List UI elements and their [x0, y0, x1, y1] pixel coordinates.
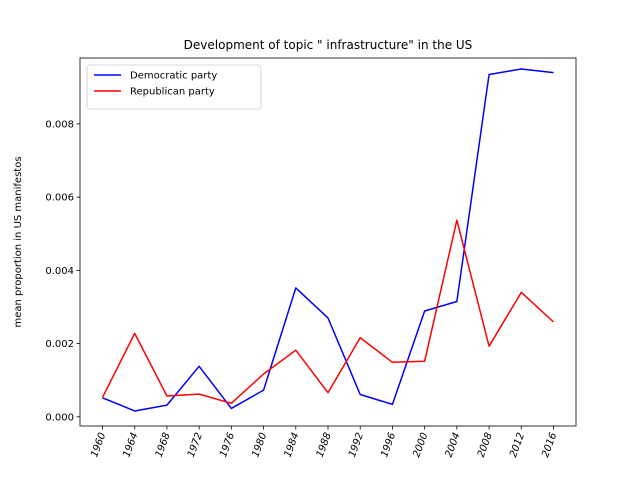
x-tick-label: 1960	[89, 431, 108, 459]
x-tick-label: 1976	[218, 431, 237, 459]
x-axis: 1960 1964 1968 1972 1976 1980 1984 1988 1992 1996…	[89, 426, 559, 459]
x-tick-label: 1968	[154, 431, 173, 459]
y-tick-label: 0.006	[45, 193, 74, 204]
x-tick-label: 2012	[508, 431, 527, 459]
legend-label-1: Republican party	[130, 87, 215, 98]
x-tick-label: 2004	[444, 431, 463, 459]
x-tick-label: 1996	[379, 431, 398, 459]
x-tick-label: 1992	[347, 431, 366, 459]
y-tick-label: 0.008	[45, 119, 74, 130]
x-tick-label: 2000	[411, 431, 430, 459]
x-tick-label: 1984	[283, 431, 302, 459]
x-tick-label: 1988	[315, 431, 334, 459]
y-axis-label: mean proportion in US manifestos	[13, 156, 24, 327]
chart-title: Development of topic " infrastructure" i…	[184, 38, 473, 52]
legend-box	[86, 64, 262, 110]
series-line-0	[102, 68, 554, 412]
y-axis: 0.000 0.002 0.004 0.006 0.008	[45, 119, 80, 423]
y-tick-label: 0.004	[45, 266, 74, 277]
x-tick-label: 1964	[121, 431, 140, 459]
legend-label-0: Democratic party	[130, 71, 217, 82]
legend: Democratic party Republican party	[86, 64, 262, 110]
x-tick-label: 2016	[540, 431, 559, 459]
x-tick-label: 1972	[186, 431, 205, 459]
x-tick-label: 2008	[476, 431, 495, 459]
y-tick-label: 0.000	[45, 412, 74, 423]
series-line-1	[101, 219, 555, 405]
plot-area	[101, 68, 555, 412]
y-tick-label: 0.002	[45, 339, 74, 350]
x-tick-label: 1980	[250, 431, 269, 459]
